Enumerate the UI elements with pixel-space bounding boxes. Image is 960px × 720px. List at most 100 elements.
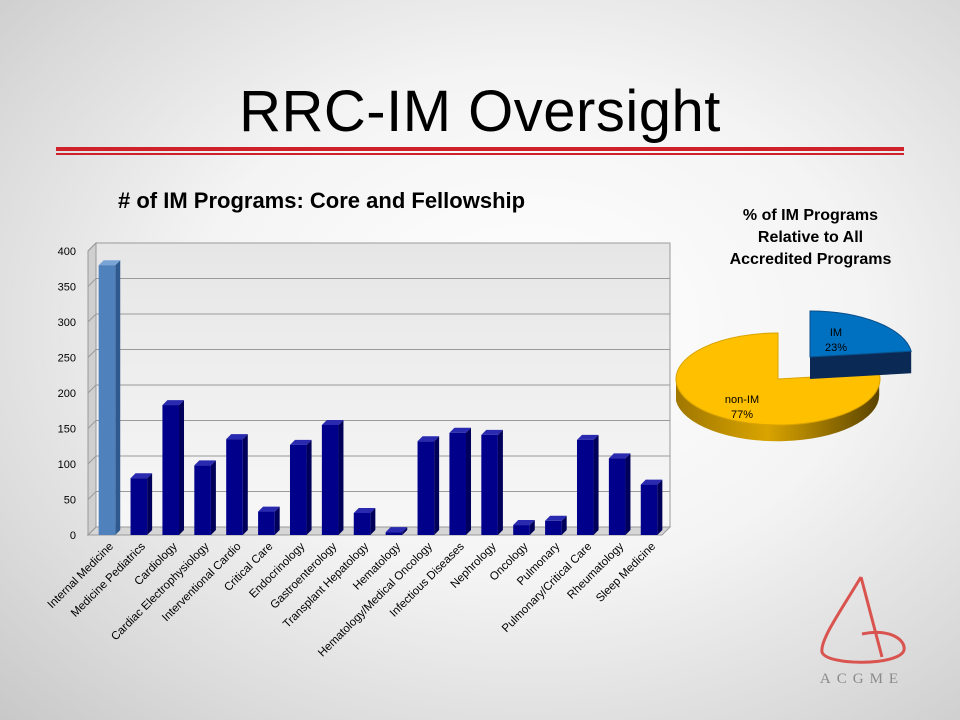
pie-title-line-1: % of IM Programs [742, 207, 879, 224]
bar-top [608, 453, 631, 459]
gridline-depth [87, 278, 97, 287]
bar-front [321, 424, 339, 535]
bar-front [98, 265, 116, 535]
bar-front [417, 441, 435, 535]
pie-label-im-pct: 23% [825, 342, 847, 354]
bar-side [274, 506, 280, 535]
bar-side [179, 400, 185, 535]
bar-front [353, 512, 371, 535]
y-tick-label: 0 [70, 530, 76, 542]
bar [640, 479, 663, 535]
bar-front [608, 458, 626, 535]
x-category-label: Sleep Medicine [594, 541, 658, 605]
bar-top [449, 427, 472, 433]
bar-front [513, 525, 530, 535]
pie-label-nonim-pct: 77% [731, 409, 753, 421]
bar [130, 473, 153, 535]
y-tick-label: 100 [58, 459, 76, 471]
bar-front [162, 405, 180, 535]
bar-front [576, 439, 594, 535]
bar-front [289, 444, 307, 535]
bar-side [625, 453, 631, 535]
bar-side [497, 429, 503, 535]
bar-side [242, 434, 248, 535]
bar-top [513, 520, 535, 526]
bar-top [545, 515, 567, 521]
bar-front [385, 532, 403, 535]
bar [321, 419, 344, 535]
bar-top [321, 419, 344, 425]
pie-slice-im [809, 310, 912, 358]
pie-chart-title: % of IM Programs Relative to All Accredi… [688, 205, 933, 271]
pie-slice-nonim-side [676, 373, 880, 442]
x-category-label: Rheumatology [565, 540, 626, 601]
bar-side [529, 520, 535, 535]
bar-front [258, 511, 275, 535]
bar-top [640, 479, 663, 485]
pie-label-im: IM [830, 327, 842, 339]
logo-arc-mark [820, 576, 906, 664]
bar-front [194, 465, 211, 535]
bar-side [115, 260, 121, 535]
y-tick-label: 200 [58, 388, 76, 400]
bar-top [258, 506, 280, 512]
bar-top [353, 507, 376, 513]
bar-top [576, 434, 599, 440]
bar-side [593, 434, 599, 535]
bar [481, 429, 503, 535]
bar-side [210, 460, 216, 535]
bar [449, 427, 472, 535]
bar-top [289, 439, 312, 445]
bar [194, 460, 216, 535]
bar-top [98, 260, 121, 266]
bar-side [466, 427, 472, 535]
bar-front [449, 432, 467, 535]
bar-top [385, 527, 408, 533]
bar-side [338, 419, 344, 535]
gridline-depth [87, 384, 97, 394]
bar-top [194, 460, 216, 466]
pie-chart: IM 23% non-IM 77% [675, 310, 912, 442]
bar [608, 453, 631, 535]
bar-top [130, 473, 153, 479]
bar-top [417, 436, 440, 442]
bar-front [226, 439, 243, 535]
bar-front [130, 478, 148, 535]
gridline-depth [87, 420, 97, 429]
gridline-depth [87, 242, 97, 252]
title-rule [56, 147, 904, 151]
bar-side [657, 479, 663, 535]
slide-title: RRC-IM Oversight [239, 79, 721, 144]
gridline-depth [87, 455, 97, 465]
bar-chart-title: # of IM Programs: Core and Fellowship [118, 188, 526, 213]
bar [226, 434, 248, 535]
bar [258, 506, 280, 535]
bar [162, 400, 185, 535]
bar [545, 515, 567, 535]
bar [576, 434, 599, 535]
pie-slice-nonim [675, 332, 881, 426]
bar-side [147, 473, 153, 535]
gridline-depth [87, 526, 97, 536]
y-tick-label: 150 [58, 424, 76, 436]
bar-front [640, 484, 658, 535]
y-tick-label: 350 [58, 282, 76, 294]
y-tick-label: 50 [64, 495, 76, 507]
bar-side [306, 439, 312, 535]
bar [98, 260, 121, 535]
bar-side [370, 507, 376, 535]
pie-label-nonim: non-IM [725, 394, 759, 406]
bar-side [434, 436, 440, 535]
logo-text: ACGME [820, 671, 904, 687]
pie-title-line-3: Accredited Programs [729, 251, 892, 268]
bar [417, 436, 440, 535]
bar [385, 527, 408, 535]
pie-title-line-2: Relative to All [757, 229, 864, 246]
pie-slice-im-inner-side [810, 351, 912, 379]
bar [353, 507, 376, 535]
bar-top [226, 434, 248, 440]
bar-top [481, 429, 503, 435]
bar-front [545, 520, 562, 535]
y-tick-label: 300 [58, 317, 76, 329]
